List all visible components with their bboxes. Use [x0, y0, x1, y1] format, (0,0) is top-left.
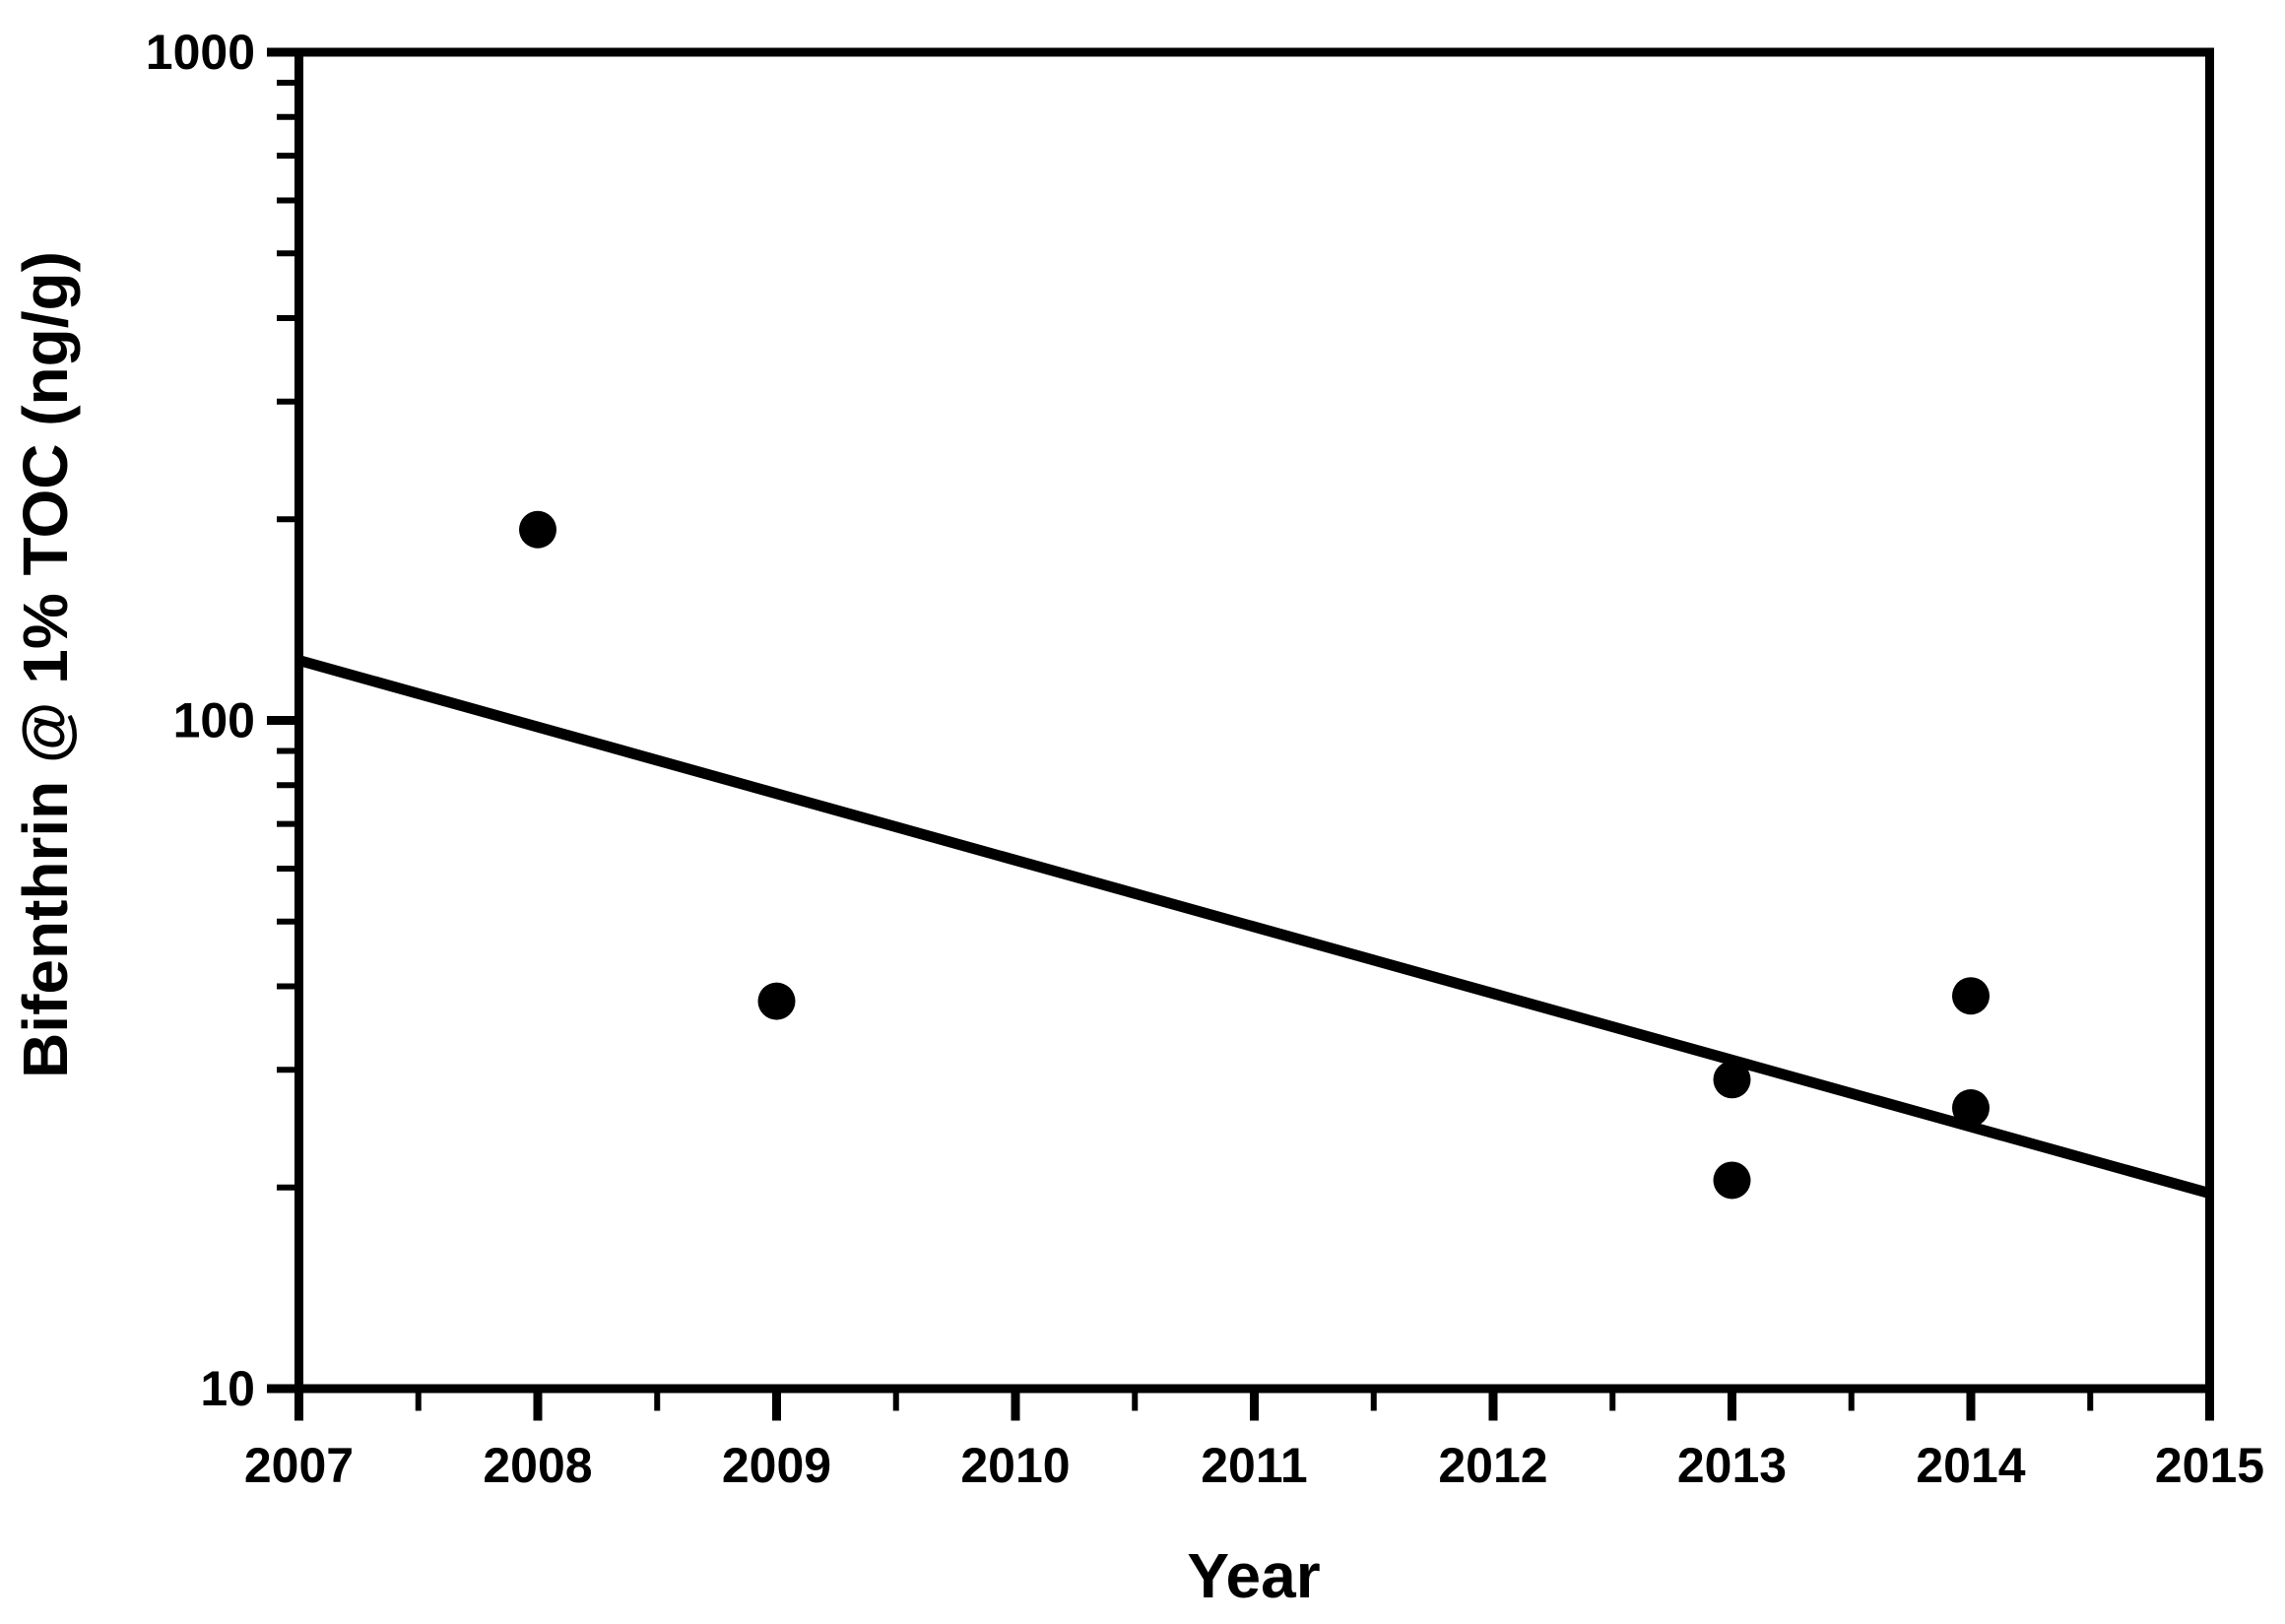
plot-frame: [294, 47, 2214, 1394]
x-tick-label: 2008: [483, 1438, 592, 1493]
major-ticks: [267, 47, 2214, 1421]
data-points: [519, 510, 1990, 1200]
y-tick-label: 1000: [146, 25, 255, 80]
x-tick-label: 2009: [722, 1438, 831, 1493]
x-tick-label: 2010: [960, 1438, 1070, 1493]
x-tick-label: 2013: [1677, 1438, 1787, 1493]
tick-labels: 2007 2008 2009 2010 2011 2012 2013 2014 2015 10 10…: [146, 25, 2264, 1493]
minor-ticks: [277, 80, 2094, 1411]
x-tick-label: 2014: [1916, 1438, 2025, 1493]
x-tick-label: 2012: [1438, 1438, 1547, 1493]
regression-line: [297, 655, 2211, 1200]
x-tick-label: 2011: [1201, 1438, 1307, 1493]
y-tick-label: 10: [200, 1361, 255, 1416]
data-point: [519, 510, 556, 549]
data-point: [1713, 1061, 1751, 1099]
y-tick-label: 100: [173, 693, 255, 748]
x-tick-label: 2015: [2155, 1438, 2264, 1493]
data-point: [1713, 1161, 1751, 1200]
trend-line: [297, 655, 2211, 1200]
data-point: [757, 982, 796, 1020]
y-axis-title: Bifenthrin @ 1% TOC (ng/g): [10, 251, 81, 1078]
data-point: [1952, 977, 1990, 1015]
x-axis-title: Year: [1187, 1540, 1320, 1611]
x-tick-label: 2007: [244, 1438, 354, 1493]
data-point: [1952, 1089, 1990, 1128]
